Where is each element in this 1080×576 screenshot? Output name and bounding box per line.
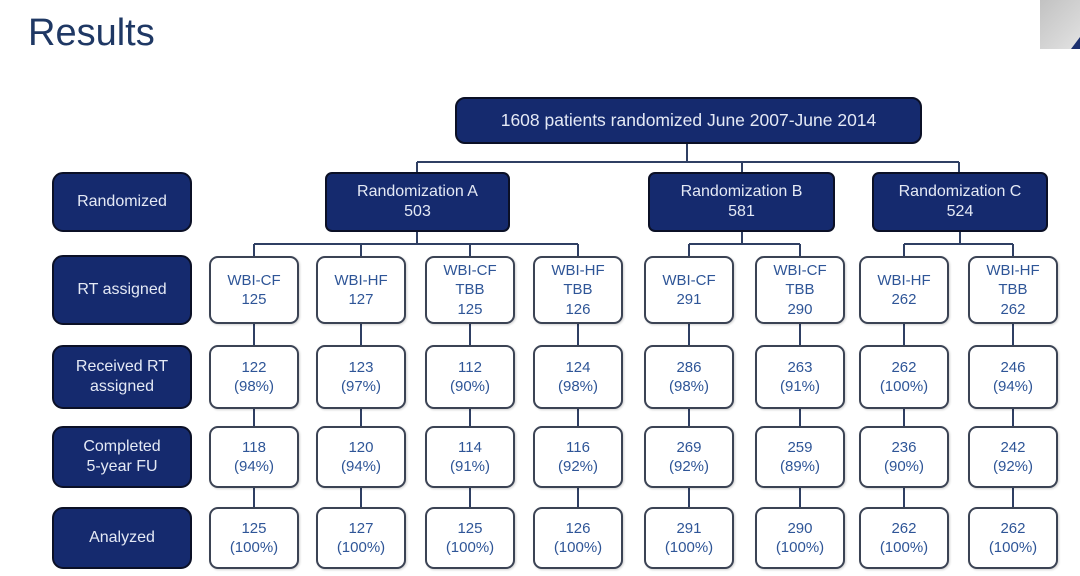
analyzed-cell: 290 (100%) [755, 507, 845, 569]
rt-assigned-cell: WBI-HF 262 [859, 256, 949, 324]
analyzed-cell: 262 (100%) [968, 507, 1058, 569]
rt-assigned-cell: WBI-CF TBB 125 [425, 256, 515, 324]
randomization-b-box: Randomization B 581 [648, 172, 835, 232]
row-label-completed-fu: Completed 5-year FU [52, 426, 192, 488]
page-title: Results [28, 12, 155, 54]
received-rt-cell: 286 (98%) [644, 345, 734, 409]
completed-fu-cell: 242 (92%) [968, 426, 1058, 488]
received-rt-cell: 263 (91%) [755, 345, 845, 409]
analyzed-cell: 126 (100%) [533, 507, 623, 569]
received-rt-cell: 124 (98%) [533, 345, 623, 409]
received-rt-cell: 123 (97%) [316, 345, 406, 409]
root-box: 1608 patients randomized June 2007-June … [455, 97, 922, 144]
received-rt-cell: 112 (90%) [425, 345, 515, 409]
completed-fu-cell: 236 (90%) [859, 426, 949, 488]
row-label-randomized: Randomized [52, 172, 192, 232]
randomization-a-box: Randomization A 503 [325, 172, 510, 232]
completed-fu-cell: 120 (94%) [316, 426, 406, 488]
analyzed-cell: 125 (100%) [209, 507, 299, 569]
completed-fu-cell: 269 (92%) [644, 426, 734, 488]
rt-assigned-cell: WBI-HF TBB 262 [968, 256, 1058, 324]
rt-assigned-cell: WBI-HF 127 [316, 256, 406, 324]
completed-fu-cell: 259 (89%) [755, 426, 845, 488]
completed-fu-cell: 118 (94%) [209, 426, 299, 488]
row-label-analyzed: Analyzed [52, 507, 192, 569]
randomization-c-box: Randomization C 524 [872, 172, 1048, 232]
rt-assigned-cell: WBI-CF 291 [644, 256, 734, 324]
logo-fragment [1040, 0, 1080, 49]
rt-assigned-cell: WBI-CF 125 [209, 256, 299, 324]
rt-assigned-cell: WBI-HF TBB 126 [533, 256, 623, 324]
received-rt-cell: 122 (98%) [209, 345, 299, 409]
received-rt-cell: 262 (100%) [859, 345, 949, 409]
analyzed-cell: 291 (100%) [644, 507, 734, 569]
received-rt-cell: 246 (94%) [968, 345, 1058, 409]
rt-assigned-cell: WBI-CF TBB 290 [755, 256, 845, 324]
analyzed-cell: 262 (100%) [859, 507, 949, 569]
row-label-received-rt: Received RT assigned [52, 345, 192, 409]
completed-fu-cell: 114 (91%) [425, 426, 515, 488]
analyzed-cell: 127 (100%) [316, 507, 406, 569]
row-label-rt-assigned: RT assigned [52, 255, 192, 325]
analyzed-cell: 125 (100%) [425, 507, 515, 569]
completed-fu-cell: 116 (92%) [533, 426, 623, 488]
logo-triangle-icon [1071, 37, 1080, 49]
